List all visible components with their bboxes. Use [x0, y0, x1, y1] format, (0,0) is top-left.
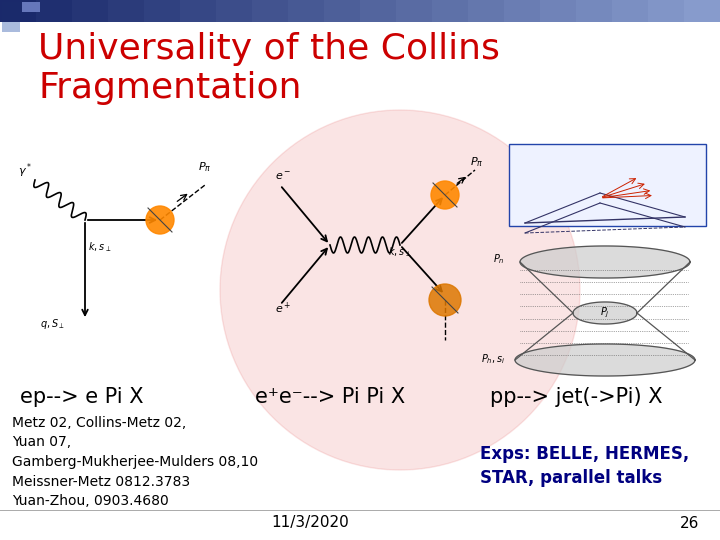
Text: $P_{h}, s_i$: $P_{h}, s_i$ [480, 352, 505, 366]
Text: $e^+$: $e^+$ [275, 301, 292, 316]
Text: pp--> jet(->Pi) X: pp--> jet(->Pi) X [490, 387, 662, 407]
Bar [504, 0, 540, 22]
Text: ep--> e Pi X: ep--> e Pi X [20, 387, 143, 407]
Circle shape [146, 206, 174, 234]
Bar [576, 0, 612, 22]
Bar [648, 0, 684, 22]
Bar [684, 0, 720, 22]
Text: $P_j$: $P_j$ [600, 306, 610, 320]
Circle shape [431, 181, 459, 209]
Bar [360, 0, 396, 22]
FancyBboxPatch shape [509, 144, 706, 226]
Polygon shape [515, 344, 695, 376]
Bar [0, 0, 720, 22]
Bar [468, 0, 504, 22]
Text: $P_\pi$: $P_\pi$ [470, 155, 483, 169]
Text: Universality of the Collins
Fragmentation: Universality of the Collins Fragmentatio… [38, 32, 500, 105]
Bar [144, 0, 180, 22]
Circle shape [429, 284, 461, 316]
Bar [22, 2, 40, 12]
Text: $P_n$: $P_n$ [493, 252, 505, 266]
Bar [540, 0, 576, 22]
Bar [72, 0, 108, 22]
Polygon shape [573, 302, 637, 324]
Bar [252, 0, 288, 22]
Bar [288, 0, 324, 22]
Bar [2, 22, 20, 32]
Bar [432, 0, 468, 22]
Text: Metz 02, Collins-Metz 02,
Yuan 07,
Gamberg-Mukherjee-Mulders 08,10
Meissner-Metz: Metz 02, Collins-Metz 02, Yuan 07, Gambe… [12, 416, 258, 508]
Text: e⁺e⁻--> Pi Pi X: e⁺e⁻--> Pi Pi X [255, 387, 405, 407]
Bar [2, 2, 20, 20]
Text: $e^-$: $e^-$ [275, 171, 292, 182]
Bar [0, 0, 36, 22]
Bar [324, 0, 360, 22]
Polygon shape [520, 246, 690, 278]
Text: Exps: BELLE, HERMES,
STAR, parallel talks: Exps: BELLE, HERMES, STAR, parallel talk… [480, 445, 689, 487]
Bar [180, 0, 216, 22]
Bar [612, 0, 648, 22]
Text: 26: 26 [680, 516, 700, 530]
Bar [396, 0, 432, 22]
Text: $\gamma^*$: $\gamma^*$ [18, 162, 32, 180]
Bar [36, 0, 72, 22]
Text: $P_\pi$: $P_\pi$ [198, 160, 212, 174]
Bar [108, 0, 144, 22]
Text: $k, s_\perp$: $k, s_\perp$ [88, 240, 112, 254]
Text: $q, S_\perp$: $q, S_\perp$ [40, 317, 65, 331]
Text: 11/3/2020: 11/3/2020 [271, 516, 349, 530]
Bar [216, 0, 252, 22]
Circle shape [220, 110, 580, 470]
Text: $k, s_\perp$: $k, s_\perp$ [388, 245, 411, 259]
